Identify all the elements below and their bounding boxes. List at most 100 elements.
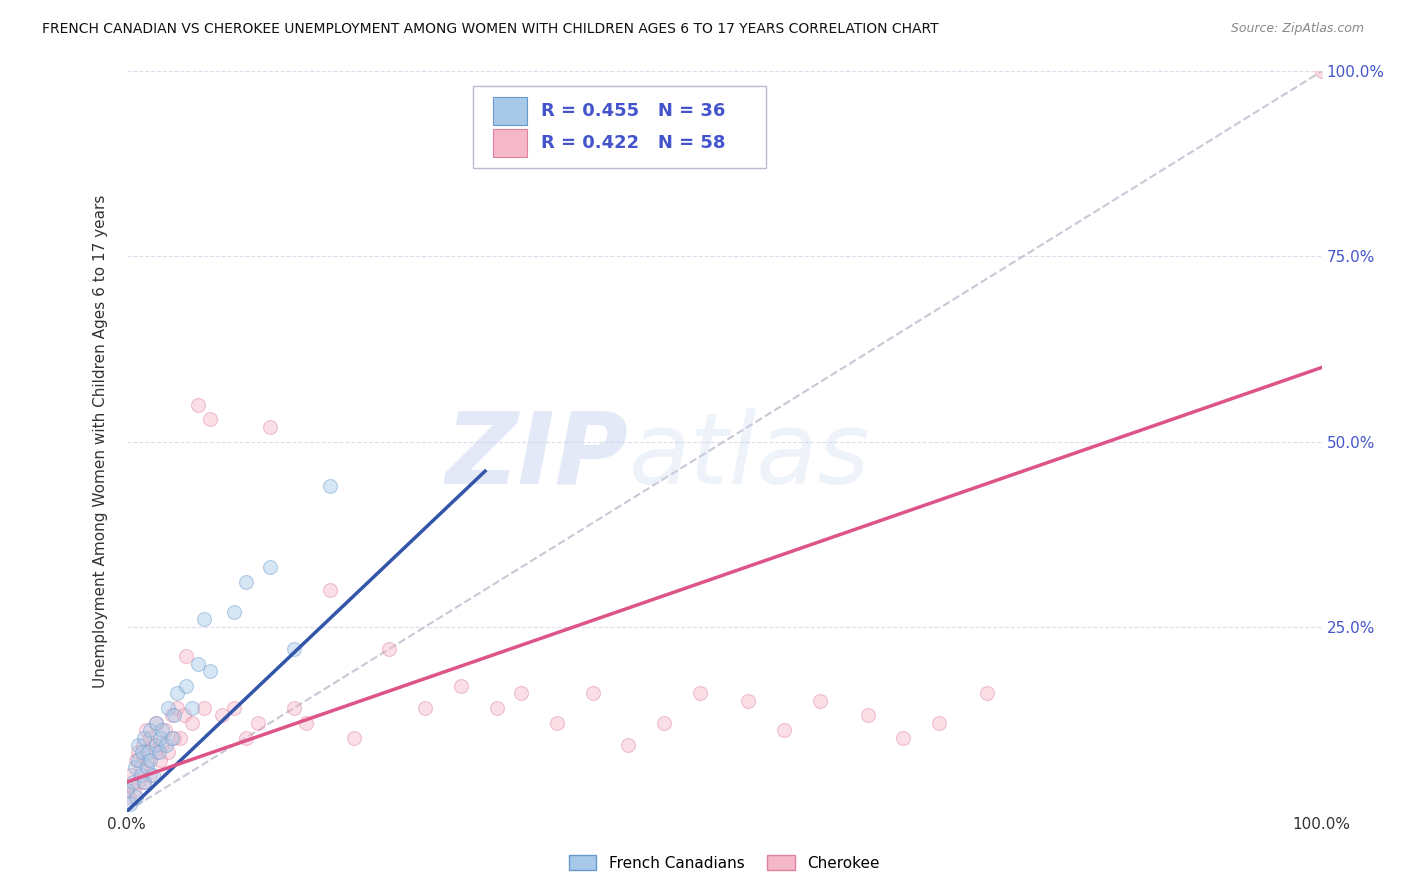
Point (148, 746, 170, 760)
Point (127, 775, 149, 789)
Point (173, 708, 195, 723)
Point (136, 753, 159, 767)
Point (450, 679, 472, 693)
Point (174, 679, 197, 693)
Point (149, 731, 172, 745)
Text: R = 0.422   N = 58: R = 0.422 N = 58 (541, 134, 725, 153)
Point (247, 715, 270, 730)
Point (294, 715, 316, 730)
Point (169, 731, 191, 745)
Point (689, 686, 711, 700)
Point (193, 701, 215, 715)
Point (318, 582, 342, 597)
Point (193, 612, 215, 626)
Point (737, 694, 759, 708)
Point (187, 398, 209, 412)
Point (127, 738, 149, 752)
Point (142, 767, 165, 781)
Y-axis label: Unemployment Among Women with Children Ages 6 to 17 years: Unemployment Among Women with Children A… (93, 194, 108, 689)
Point (136, 746, 159, 760)
Point (132, 738, 155, 752)
Point (259, 419, 281, 434)
Point (139, 731, 162, 745)
Point (121, 775, 143, 789)
Point (283, 701, 305, 715)
Point (139, 723, 162, 738)
Text: FRENCH CANADIAN VS CHEROKEE UNEMPLOYMENT AMONG WOMEN WITH CHILDREN AGES 6 TO 17 : FRENCH CANADIAN VS CHEROKEE UNEMPLOYMENT… (42, 22, 939, 37)
Point (124, 760, 146, 774)
Point (808, 694, 831, 708)
Point (150, 738, 174, 752)
Point (617, 738, 640, 752)
Point (582, 686, 605, 700)
Point (134, 731, 156, 745)
Point (235, 575, 257, 590)
FancyBboxPatch shape (494, 96, 527, 125)
Point (928, 715, 950, 730)
Point (200, 412, 222, 426)
Point (149, 753, 172, 767)
Point (200, 664, 222, 678)
Point (546, 715, 568, 730)
Point (378, 641, 401, 656)
Point (235, 731, 257, 745)
Point (773, 723, 796, 738)
Point (166, 686, 188, 700)
Text: ZIP: ZIP (446, 408, 628, 505)
Point (125, 789, 148, 804)
Point (222, 605, 246, 619)
Point (181, 701, 204, 715)
Point (509, 686, 531, 700)
Point (145, 715, 167, 730)
Point (145, 746, 167, 760)
Point (145, 715, 167, 730)
Point (150, 723, 174, 738)
Point (115, 782, 138, 797)
Point (163, 731, 186, 745)
Point (976, 686, 998, 700)
Point (486, 701, 509, 715)
Point (145, 738, 167, 752)
Point (139, 753, 162, 767)
Point (343, 731, 366, 745)
Point (187, 657, 209, 671)
Point (891, 731, 914, 745)
Point (122, 782, 145, 797)
Text: R = 0.455   N = 36: R = 0.455 N = 36 (541, 102, 725, 120)
Point (181, 715, 204, 730)
Point (127, 753, 149, 767)
Point (127, 746, 149, 760)
Point (129, 760, 152, 774)
Point (134, 775, 156, 789)
Point (153, 723, 176, 738)
Point (222, 701, 246, 715)
Point (318, 479, 342, 493)
Legend: French Canadians, Cherokee: French Canadians, Cherokee (569, 855, 879, 871)
Point (115, 782, 138, 797)
Text: atlas: atlas (628, 408, 870, 505)
Point (652, 715, 675, 730)
Point (135, 760, 157, 774)
Text: Source: ZipAtlas.com: Source: ZipAtlas.com (1230, 22, 1364, 36)
Point (157, 746, 180, 760)
Point (155, 738, 177, 752)
Point (211, 708, 233, 723)
Point (160, 731, 183, 745)
FancyBboxPatch shape (494, 129, 527, 157)
Point (142, 738, 165, 752)
Point (259, 560, 281, 574)
Point (131, 746, 153, 760)
Point (125, 753, 148, 767)
Point (166, 701, 188, 715)
Point (283, 641, 305, 656)
Point (160, 708, 183, 723)
Point (120, 797, 142, 812)
Point (129, 767, 152, 781)
Point (174, 649, 197, 664)
FancyBboxPatch shape (472, 87, 766, 168)
Point (134, 775, 156, 789)
Point (856, 708, 879, 723)
Point (118, 789, 141, 804)
Point (163, 708, 186, 723)
Point (135, 723, 157, 738)
